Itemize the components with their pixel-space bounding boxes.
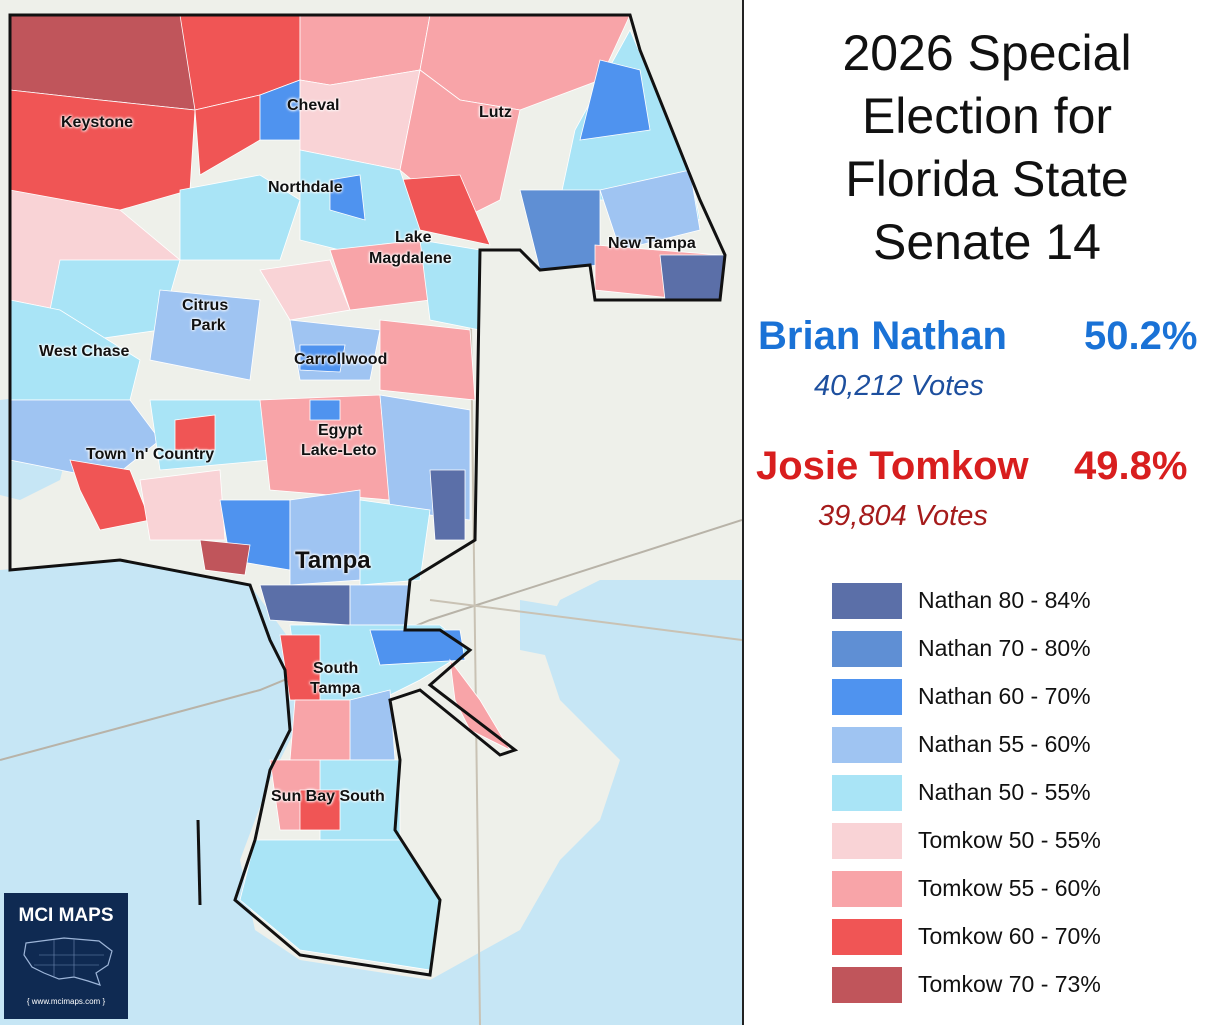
candidate-votes-nathan: 40,212 Votes (814, 370, 984, 402)
legend-label: Nathan 50 - 55% (918, 779, 1091, 805)
legend-label: Nathan 55 - 60% (918, 731, 1091, 757)
legend-swatch (832, 967, 902, 1003)
candidate-name-tomkow: Josie Tomkow (756, 444, 1029, 488)
legend-swatch (832, 679, 902, 715)
legend-label: Nathan 80 - 84% (918, 587, 1091, 613)
mci-maps-logo: MCI MAPS { www.mcimaps.com } (4, 893, 128, 1019)
legend-label: Tomkow 55 - 60% (918, 875, 1101, 901)
place-label: Lake (395, 229, 432, 246)
district-outline (8, 13, 727, 977)
place-label: Northdale (268, 179, 343, 196)
tampa-bay-water (0, 560, 742, 1025)
candidate-votes-tomkow: 39,804 Votes (818, 500, 988, 532)
legend-label: Tomkow 60 - 70% (918, 923, 1101, 949)
candidate-name-nathan: Brian Nathan (758, 314, 1007, 358)
place-label: Cheval (287, 97, 340, 114)
legend-label: Tomkow 50 - 55% (918, 827, 1101, 853)
place-label: Park (191, 317, 226, 334)
legend-swatch (832, 583, 902, 619)
legend-label: Nathan 70 - 80% (918, 635, 1091, 661)
precincts (9, 14, 726, 971)
place-label: Egypt (318, 422, 363, 439)
hillsborough-bay-inlet (520, 600, 580, 660)
us-map-icon (23, 937, 113, 986)
place-label: Carrollwood (294, 351, 388, 368)
legend-swatch (832, 919, 902, 955)
place-label: Citrus (182, 297, 229, 314)
candidate-percent-nathan: 50.2% (1084, 314, 1198, 358)
place-label: Keystone (61, 114, 134, 131)
legend-label: Tomkow 70 - 73% (918, 971, 1101, 997)
place-label: Magdalene (369, 250, 452, 267)
legend-swatch (832, 727, 902, 763)
candidate-percent-tomkow: 49.8% (1074, 444, 1188, 488)
logo-title: MCI MAPS (18, 905, 114, 926)
legend-swatch (832, 631, 902, 667)
place-label: Lutz (479, 104, 512, 121)
legend-swatch (832, 871, 902, 907)
district-line-fragment (196, 819, 202, 906)
place-label: Sun Bay South (271, 788, 385, 805)
place-label: Town 'n' Country (86, 446, 215, 463)
title-line: 2026 Special (842, 25, 1132, 81)
place-label: West Chase (39, 343, 130, 360)
map-title: 2026 Special Election for Florida State … (744, 22, 1230, 274)
place-label-tampa: Tampa (295, 547, 371, 574)
legend-label: Nathan 60 - 70% (918, 683, 1091, 709)
map-canvas (0, 0, 742, 1025)
legend-swatch (832, 775, 902, 811)
place-label: Lake-Leto (301, 442, 377, 459)
place-label: South (313, 660, 359, 677)
place-label: New Tampa (608, 235, 696, 252)
legend-swatch (832, 823, 902, 859)
place-label: Tampa (310, 680, 361, 697)
logo-url: { www.mcimaps.com } (26, 997, 106, 1006)
title-line: Election for (861, 88, 1113, 144)
map: Cheval Lutz Keystone Northdale Lake Magd… (0, 0, 742, 1025)
title-line: Senate 14 (873, 214, 1101, 270)
panel-divider (742, 0, 744, 1025)
title-line: Florida State (845, 151, 1129, 207)
road (429, 599, 742, 641)
info-panel: 2026 Special Election for Florida State … (744, 0, 1230, 1025)
